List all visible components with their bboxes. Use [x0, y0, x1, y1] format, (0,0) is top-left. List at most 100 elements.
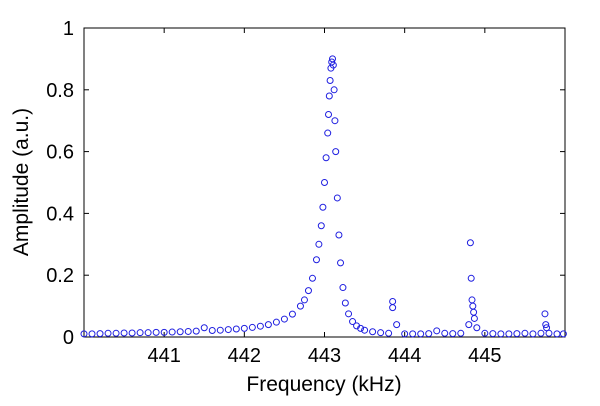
data-point: [541, 310, 549, 318]
data-point: [543, 324, 551, 332]
data-point: [325, 92, 333, 100]
data-point: [256, 322, 264, 330]
data-point: [317, 222, 325, 230]
x-tick-label: 442: [228, 345, 261, 367]
data-point: [176, 328, 184, 336]
data-point: [521, 329, 529, 337]
data-points: [80, 55, 567, 338]
x-tick-label: 445: [468, 345, 501, 367]
data-point: [513, 330, 521, 338]
data-point: [308, 274, 316, 282]
data-point: [357, 324, 365, 332]
data-point: [80, 330, 88, 338]
data-point: [333, 194, 341, 202]
data-point: [331, 117, 339, 125]
x-tick-label: 441: [147, 345, 180, 367]
data-point: [136, 329, 144, 337]
x-tick-label: 443: [308, 345, 341, 367]
data-point: [337, 259, 345, 267]
data-point: [280, 315, 288, 323]
data-point: [361, 326, 369, 334]
data-point: [345, 310, 353, 318]
data-point: [216, 326, 224, 334]
data-point: [168, 328, 176, 336]
data-point: [296, 302, 304, 310]
data-point: [104, 329, 112, 337]
data-point: [192, 327, 200, 335]
data-point: [312, 256, 320, 264]
data-point: [88, 330, 96, 338]
plot-area: [83, 27, 566, 338]
data-point: [489, 330, 497, 338]
data-point: [433, 327, 441, 335]
data-point: [128, 329, 136, 337]
data-point: [240, 324, 248, 332]
data-point: [473, 324, 481, 332]
data-point: [200, 324, 208, 332]
data-point: [152, 328, 160, 336]
data-point: [326, 77, 334, 85]
data-point: [272, 318, 280, 326]
data-point: [321, 179, 328, 186]
data-point: [457, 329, 465, 337]
data-point: [349, 318, 357, 326]
y-tick-label: 1: [63, 18, 74, 40]
data-point: [224, 326, 232, 334]
data-point: [325, 111, 333, 119]
data-point: [545, 329, 553, 337]
data-point: [160, 328, 168, 336]
y-axis-label: Amplitude (a.u.): [10, 108, 33, 256]
data-point: [341, 299, 349, 307]
data-point: [537, 329, 545, 337]
data-point: [319, 203, 327, 211]
data-point: [208, 327, 216, 335]
data-point: [467, 274, 475, 282]
data-point: [120, 329, 128, 337]
data-point: [304, 287, 312, 295]
data-point: [441, 329, 449, 337]
data-point: [470, 314, 478, 322]
data-point: [329, 61, 337, 69]
data-point: [559, 330, 567, 338]
data-point: [288, 310, 296, 318]
data-point: [315, 240, 323, 248]
y-tick-label: 0.8: [46, 80, 74, 102]
data-point: [466, 239, 474, 247]
data-point: [385, 329, 393, 337]
data-point: [377, 329, 385, 337]
data-point: [449, 330, 457, 338]
data-point: [300, 296, 308, 304]
data-point: [393, 321, 401, 329]
data-point: [389, 304, 397, 312]
y-tick-label: 0: [63, 327, 74, 349]
y-tick-label: 0.6: [46, 142, 74, 164]
data-point: [232, 325, 240, 333]
data-point: [497, 330, 505, 338]
y-tick-label: 0.2: [46, 265, 74, 287]
y-tick-label: 0.4: [46, 203, 74, 225]
data-point: [248, 323, 256, 331]
data-point: [481, 329, 489, 337]
data-point: [401, 330, 409, 338]
data-point: [96, 330, 104, 338]
data-point: [425, 330, 433, 338]
data-point: [339, 284, 347, 292]
data-point: [330, 86, 338, 94]
data-point: [409, 330, 417, 338]
data-point: [112, 329, 120, 337]
data-point: [184, 327, 192, 335]
data-point: [322, 154, 330, 162]
data-point: [264, 321, 272, 329]
data-point: [529, 330, 537, 338]
data-point: [324, 129, 332, 137]
data-point: [369, 328, 377, 336]
data-point: [144, 329, 152, 337]
data-point: [332, 148, 340, 156]
data-point: [417, 330, 425, 338]
axis-ticks: 441 442 443 444 445 0 0.2 0.4 0.6 0.8 1: [46, 18, 565, 367]
x-tick-label: 444: [388, 345, 421, 367]
data-point: [465, 321, 473, 329]
data-point: [542, 321, 550, 329]
data-point: [335, 231, 343, 239]
